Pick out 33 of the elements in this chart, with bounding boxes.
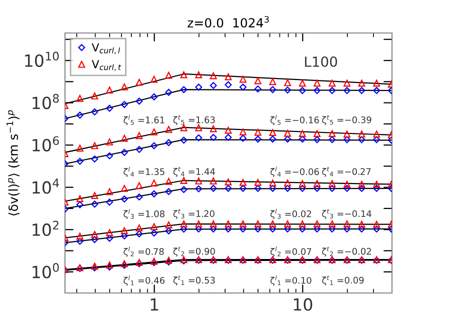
annotation: ζ$^{t}$$_{4}$ =−0.27 bbox=[322, 166, 371, 177]
annotation: ζ$^{t}$$_{5}$ =1.63 bbox=[173, 115, 215, 125]
annotation: ζ$^{t}$$_{5}$ =−0.39 bbox=[322, 115, 372, 125]
y-tick-label: 10$^{6}$ bbox=[32, 136, 59, 152]
y-tick-label: 10$^{4}$ bbox=[32, 178, 59, 194]
y-axis-title: ⟨δv(l)$^{p}$⟩ (km s$^{−1}$)$^{p}$ bbox=[6, 110, 20, 216]
y-tick-label: 10$^{8}$ bbox=[32, 94, 59, 110]
annotation: ζ$^{t}$$_{2}$ =−0.02 bbox=[322, 246, 371, 257]
y-tick-label: 10$^{10}$ bbox=[25, 52, 59, 67]
annotation: ζ$^{t}$$_{1}$ =0.09 bbox=[322, 276, 364, 286]
annotation: L100 bbox=[305, 56, 338, 67]
annotation: ζ$^{t}$$_{3}$ =−0.14 bbox=[322, 209, 372, 219]
annotation: ζ$^{l}$$_{5}$ =1.61 bbox=[124, 115, 164, 126]
y-tick-label: 10$^{2}$ bbox=[32, 220, 58, 236]
legend-label: V$_{curl,l}$ bbox=[92, 43, 120, 54]
annotation: ζ$^{t}$$_{3}$ =1.20 bbox=[173, 209, 214, 219]
annotation: ζ$^{l}$$_{2}$ =0.07 bbox=[270, 246, 312, 257]
annotation: ζ$^{l}$$_{4}$ =1.35 bbox=[124, 166, 164, 177]
annotation: ζ$^{t}$$_{1}$ =0.53 bbox=[173, 276, 215, 286]
annotation: ζ$^{t}$$_{2}$ =0.90 bbox=[173, 246, 215, 257]
x-tick-label: 1 bbox=[150, 298, 158, 311]
annotation: ζ$^{t}$$_{4}$ =1.44 bbox=[173, 166, 216, 177]
annotation: ζ$^{l}$$_{1}$ =0.10 bbox=[270, 275, 312, 286]
legend-label: V$_{curl,t}$ bbox=[92, 60, 122, 71]
annotation: ζ$^{l}$$_{4}$ =−0.06 bbox=[270, 166, 319, 177]
chart-title: z=0.0 1024$^{3}$ bbox=[188, 16, 269, 28]
annotation: ζ$^{l}$$_{5}$ =−0.16 bbox=[270, 115, 319, 126]
annotation: ζ$^{l}$$_{1}$ =0.46 bbox=[124, 275, 165, 286]
y-tick-label: 10$^{0}$ bbox=[32, 263, 59, 278]
annotation: ζ$^{l}$$_{3}$ =1.08 bbox=[124, 208, 164, 220]
annotation: ζ$^{l}$$_{2}$ =0.78 bbox=[124, 246, 164, 257]
x-tick-label: 10 bbox=[294, 298, 312, 311]
annotation: ζ$^{l}$$_{3}$ =0.02 bbox=[270, 208, 312, 220]
